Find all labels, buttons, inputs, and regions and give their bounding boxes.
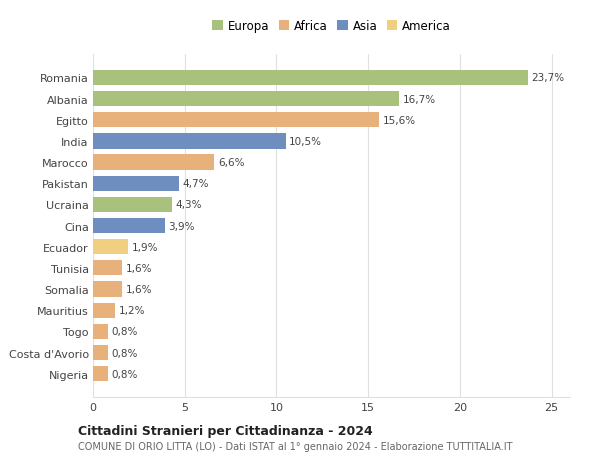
Text: 3,9%: 3,9% (168, 221, 195, 231)
Bar (93, 155, 214, 170)
Text: 6,6%: 6,6% (218, 158, 244, 168)
Bar (93, 197, 172, 213)
Text: 4,7%: 4,7% (183, 179, 209, 189)
Legend: Europa, Africa, Asia, America: Europa, Africa, Asia, America (209, 17, 454, 37)
Bar (93, 366, 107, 381)
Bar (93, 176, 179, 191)
Bar (93, 218, 164, 234)
Bar (93, 261, 122, 276)
Bar (93, 113, 379, 128)
Text: 16,7%: 16,7% (403, 95, 436, 104)
Text: 0,8%: 0,8% (112, 327, 138, 336)
Bar (93, 92, 400, 107)
Text: 23,7%: 23,7% (532, 73, 565, 83)
Bar (93, 240, 128, 255)
Text: 15,6%: 15,6% (383, 116, 416, 125)
Bar (93, 71, 528, 86)
Bar (93, 134, 286, 149)
Text: 0,8%: 0,8% (112, 369, 138, 379)
Text: 10,5%: 10,5% (289, 137, 322, 146)
Text: COMUNE DI ORIO LITTA (LO) - Dati ISTAT al 1° gennaio 2024 - Elaborazione TUTTITA: COMUNE DI ORIO LITTA (LO) - Dati ISTAT a… (78, 441, 512, 451)
Text: Cittadini Stranieri per Cittadinanza - 2024: Cittadini Stranieri per Cittadinanza - 2… (78, 424, 373, 437)
Text: 0,8%: 0,8% (112, 348, 138, 358)
Text: 1,6%: 1,6% (126, 285, 152, 294)
Bar (93, 324, 107, 339)
Bar (93, 345, 107, 360)
Text: 1,9%: 1,9% (131, 242, 158, 252)
Text: 1,2%: 1,2% (119, 306, 145, 315)
Bar (93, 303, 115, 318)
Text: 4,3%: 4,3% (176, 200, 202, 210)
Bar (93, 282, 122, 297)
Text: 1,6%: 1,6% (126, 263, 152, 273)
